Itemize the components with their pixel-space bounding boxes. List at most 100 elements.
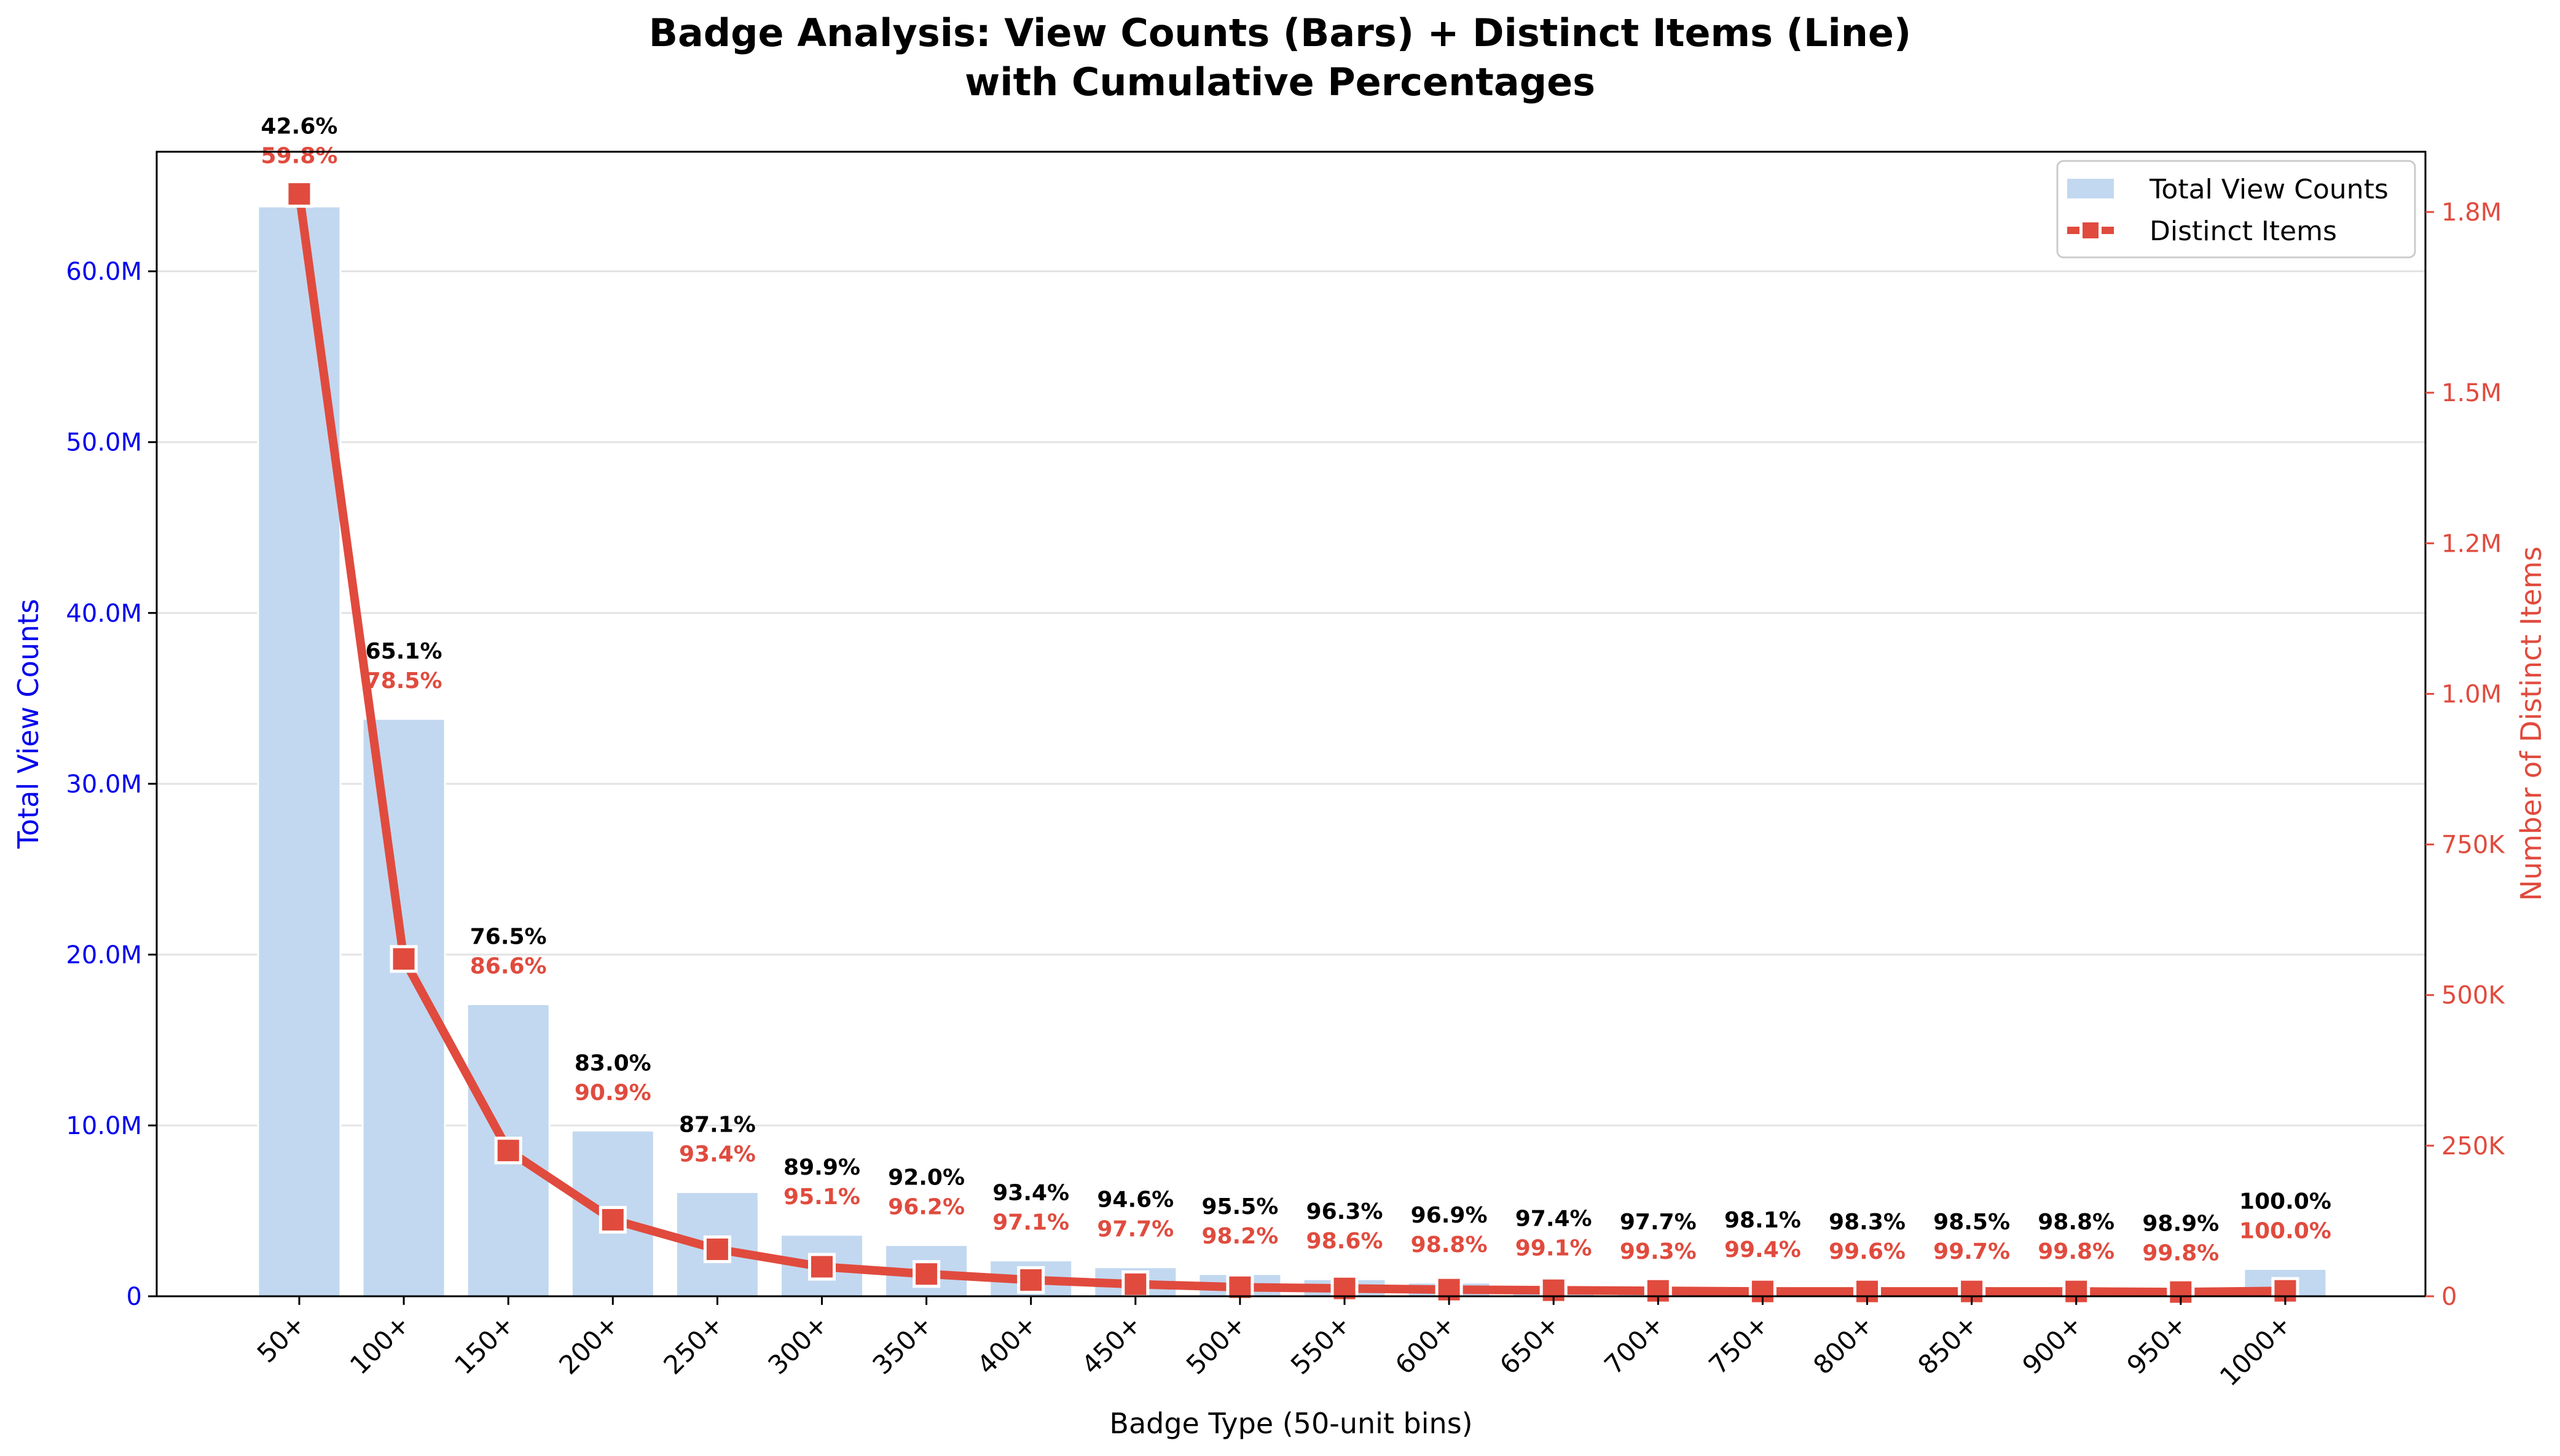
- x-tick-label: 950+: [2121, 1309, 2193, 1380]
- line-cumulative-label: 98.8%: [1411, 1232, 1488, 1258]
- x-tick-label: 300+: [762, 1309, 833, 1380]
- line-cumulative-label: 99.7%: [1933, 1239, 2010, 1264]
- legend-swatch-bar: [2067, 179, 2114, 198]
- line-marker: [808, 1253, 836, 1281]
- plot-frame: [155, 151, 2427, 1297]
- legend-frame: [2056, 160, 2416, 259]
- y-right-tick-label: 1.2M: [2441, 530, 2502, 558]
- bar-cumulative-label: 96.3%: [1306, 1199, 1383, 1224]
- line-marker: [390, 945, 418, 973]
- y-right-tick-label: 0: [2441, 1283, 2457, 1311]
- legend-label-line: Distinct Items: [2150, 216, 2337, 247]
- x-tick-label: 800+: [1807, 1309, 1879, 1380]
- x-tick-label: 250+: [658, 1309, 729, 1380]
- x-tick-label: 550+: [1285, 1309, 1356, 1380]
- x-tick-label: 200+: [553, 1309, 624, 1380]
- y-left-tick-label: 20.0M: [66, 941, 142, 969]
- bar-cumulative-label: 65.1%: [366, 639, 442, 664]
- bar-cumulative-label: 89.9%: [783, 1155, 860, 1180]
- y-right-tick-label: 750K: [2441, 831, 2505, 859]
- bar-cumulative-label: 87.1%: [679, 1112, 756, 1137]
- x-tick-label: 450+: [1076, 1309, 1147, 1380]
- bar-cumulative-label: 97.7%: [1620, 1210, 1697, 1235]
- y-axis-left-label: Total View Counts: [12, 599, 45, 849]
- chart-title-line-2: with Cumulative Percentages: [965, 60, 1595, 104]
- line-cumulative-label: 93.4%: [679, 1141, 756, 1167]
- line-cumulative-label: 99.3%: [1620, 1239, 1697, 1264]
- line-cumulative-label: 98.2%: [1201, 1224, 1278, 1249]
- line-cumulative-label: 90.9%: [575, 1080, 651, 1105]
- line-marker: [2167, 1278, 2195, 1306]
- line-cumulative-label: 99.1%: [1515, 1235, 1592, 1261]
- bar-cumulative-label: 93.4%: [992, 1181, 1069, 1206]
- line-marker: [285, 180, 313, 208]
- distinct-items-line: [295, 193, 2285, 1297]
- legend-marker-line: [2080, 220, 2101, 241]
- line-cumulative-label: 95.1%: [783, 1184, 860, 1210]
- line-cumulative-label: 98.6%: [1306, 1229, 1383, 1254]
- chart-title-line-1: Badge Analysis: View Counts (Bars) + Dis…: [649, 10, 1912, 55]
- line-cumulative-label: 59.8%: [261, 144, 338, 169]
- line-cumulative-label: 78.5%: [366, 668, 442, 694]
- line-cumulative-label: 99.8%: [2142, 1241, 2219, 1266]
- line-cumulative-label: 99.4%: [1724, 1237, 1801, 1262]
- bar: [257, 205, 342, 1297]
- bar-cumulative-label: 83.0%: [575, 1051, 651, 1076]
- line-cumulative-label: 86.6%: [470, 954, 547, 979]
- x-tick-label: 50+: [251, 1309, 311, 1368]
- line-cumulative-label: 100.0%: [2239, 1219, 2331, 1244]
- line-marker: [1017, 1266, 1045, 1294]
- line-cumulative-label: 99.8%: [2038, 1239, 2114, 1264]
- bar-cumulative-label: 96.9%: [1411, 1203, 1488, 1228]
- bar-cumulative-label: 42.6%: [261, 114, 338, 139]
- x-tick-label: 750+: [1703, 1309, 1774, 1380]
- bar-cumulative-label: 98.8%: [2038, 1210, 2114, 1235]
- line-marker: [1121, 1270, 1150, 1298]
- bar-cumulative-label: 92.0%: [888, 1165, 965, 1191]
- grid-lines: [157, 270, 2425, 1127]
- y-right-tick-label: 1.8M: [2441, 198, 2502, 227]
- line-marker: [2062, 1277, 2091, 1305]
- legend: Total View Counts Distinct Items: [2056, 160, 2416, 259]
- line-cumulative-label: 99.6%: [1829, 1239, 1906, 1264]
- bar-cumulative-label: 76.5%: [470, 925, 547, 950]
- y-left-tick-label: 10.0M: [66, 1112, 142, 1140]
- bar-series: [257, 205, 2328, 1297]
- legend-label-bar: Total View Counts: [2149, 174, 2389, 205]
- line-marker: [913, 1260, 941, 1288]
- x-tick-label: 500+: [1180, 1309, 1252, 1380]
- bar-cumulative-label: 98.9%: [2142, 1211, 2219, 1237]
- bar-cumulative-label: 100.0%: [2239, 1189, 2331, 1215]
- line-marker: [703, 1235, 731, 1264]
- line-marker: [494, 1137, 522, 1165]
- line-marker: [599, 1205, 627, 1234]
- x-tick-label: 700+: [1598, 1309, 1670, 1380]
- x-tick-label: 150+: [449, 1309, 520, 1380]
- y-left-tick-label: 60.0M: [66, 258, 142, 286]
- bar-cumulative-label: 94.6%: [1097, 1188, 1174, 1213]
- x-tick-label: 600+: [1389, 1309, 1461, 1380]
- x-tick-label: 100+: [344, 1309, 415, 1380]
- x-tick-label: 650+: [1494, 1309, 1565, 1380]
- bar-cumulative-label: 98.1%: [1724, 1208, 1801, 1233]
- y-right-tick-label: 1.5M: [2441, 379, 2502, 407]
- x-axis-label: Badge Type (50-unit bins): [1109, 1407, 1472, 1440]
- y-right-tick-label: 1.0M: [2441, 680, 2502, 708]
- y-left-tick-label: 30.0M: [66, 770, 142, 799]
- bar-cumulative-label: 98.3%: [1829, 1210, 1906, 1235]
- x-tick-label: 900+: [2017, 1309, 2088, 1380]
- x-tick-label: 850+: [1912, 1309, 1983, 1380]
- y-left-tick-label: 40.0M: [66, 600, 142, 628]
- x-tick-label: 350+: [866, 1309, 938, 1380]
- x-tick-label: 400+: [972, 1309, 1043, 1380]
- line-cumulative-label: 97.1%: [992, 1210, 1069, 1235]
- y-left-tick-label: 0: [127, 1283, 142, 1311]
- y-axis-right-label: Number of Distinct Items: [2515, 546, 2548, 901]
- y-left-tick-label: 50.0M: [66, 429, 142, 457]
- y-right-tick-label: 250K: [2441, 1132, 2505, 1160]
- x-tick-label: 1000+: [2214, 1309, 2297, 1391]
- bar-cumulative-label: 98.5%: [1933, 1210, 2010, 1235]
- line-cumulative-label: 97.7%: [1097, 1217, 1174, 1242]
